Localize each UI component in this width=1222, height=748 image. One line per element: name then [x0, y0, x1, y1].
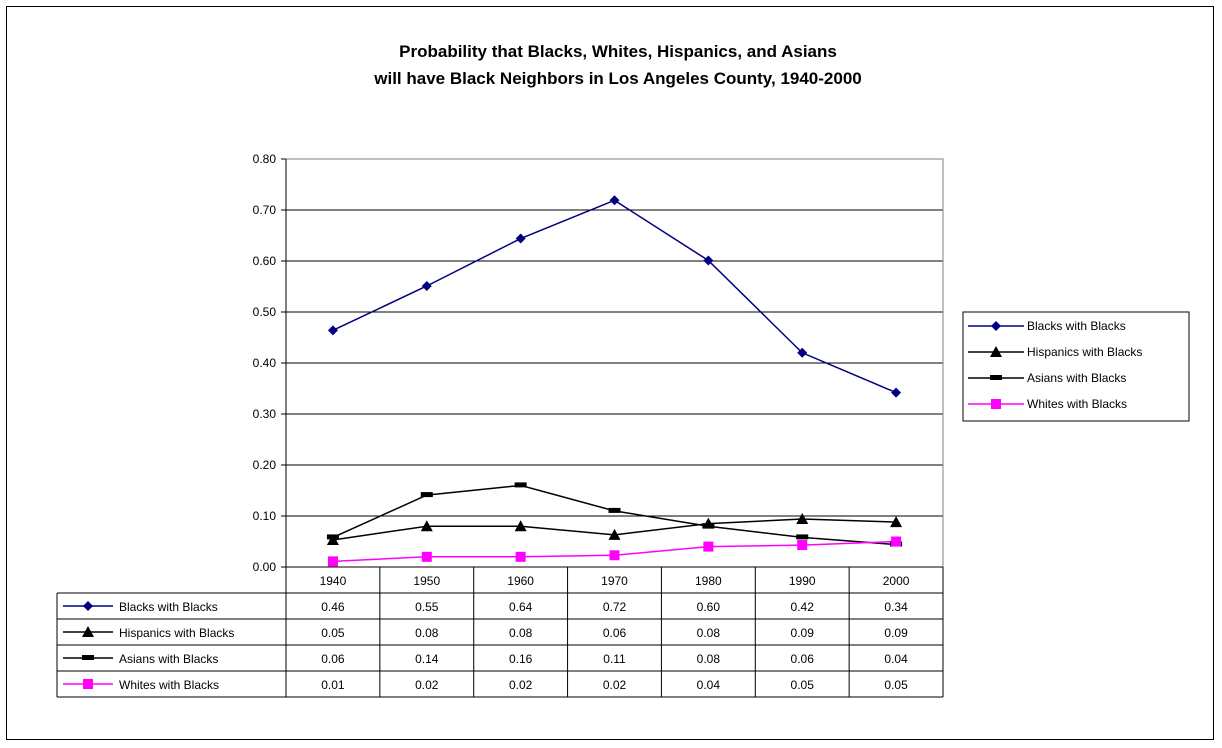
y-tick-label: 0.30 — [253, 407, 277, 421]
table-cell: 0.01 — [321, 678, 345, 692]
table-cell: 0.08 — [415, 626, 439, 640]
table-key-marker — [83, 601, 93, 611]
table-cell: 0.05 — [321, 626, 345, 640]
table-cell: 0.05 — [791, 678, 815, 692]
chart-title-line: Probability that Blacks, Whites, Hispani… — [399, 42, 837, 61]
x-tick-label: 1940 — [320, 574, 347, 588]
table-cell: 0.06 — [603, 626, 627, 640]
x-tick-label: 1970 — [601, 574, 628, 588]
legend-key-marker — [991, 321, 1001, 331]
legend-key-marker — [990, 346, 1002, 357]
table-key-marker — [82, 655, 94, 660]
table-cell: 0.16 — [509, 652, 533, 666]
data-point — [796, 534, 809, 540]
x-tick-label: 1990 — [789, 574, 816, 588]
data-point — [702, 523, 715, 529]
table-cell: 0.46 — [321, 600, 345, 614]
data-point — [327, 325, 338, 336]
table-cell: 0.64 — [509, 600, 533, 614]
x-tick-label: 1980 — [695, 574, 722, 588]
legend-label: Blacks with Blacks — [1027, 319, 1126, 333]
data-point — [608, 528, 621, 540]
legend-label: Hispanics with Blacks — [1027, 345, 1142, 359]
y-tick-label: 0.70 — [253, 203, 277, 217]
table-key-marker — [82, 626, 94, 637]
table-cell: 0.02 — [509, 678, 533, 692]
table-cell: 0.09 — [791, 626, 815, 640]
legend-key-marker — [990, 375, 1002, 380]
data-point — [703, 541, 714, 552]
data-point — [420, 520, 433, 532]
data-point — [514, 482, 527, 488]
table-cell: 0.05 — [884, 678, 908, 692]
table-cell: 0.04 — [697, 678, 721, 692]
table-series-label: Asians with Blacks — [119, 652, 218, 666]
table-cell: 0.55 — [415, 600, 439, 614]
data-point — [796, 513, 809, 525]
data-point — [326, 533, 339, 545]
table-cell: 0.09 — [884, 626, 908, 640]
y-tick-label: 0.10 — [253, 509, 277, 523]
table-series-label: Whites with Blacks — [119, 678, 219, 692]
table-cell: 0.42 — [791, 600, 815, 614]
x-tick-label: 2000 — [883, 574, 910, 588]
data-point — [421, 551, 432, 562]
data-point — [890, 516, 903, 528]
chart-svg: Probability that Blacks, Whites, Hispani… — [56, 42, 1190, 698]
legend-label: Whites with Blacks — [1027, 397, 1127, 411]
chart-frame: Probability that Blacks, Whites, Hispani… — [6, 6, 1214, 740]
table-cell: 0.60 — [697, 600, 721, 614]
y-tick-label: 0.80 — [253, 152, 277, 166]
legend-label: Asians with Blacks — [1027, 371, 1126, 385]
table-series-label: Blacks with Blacks — [119, 600, 218, 614]
table-cell: 0.34 — [884, 600, 908, 614]
table-cell: 0.02 — [415, 678, 439, 692]
data-point — [421, 280, 432, 291]
series-line — [332, 199, 897, 394]
y-tick-label: 0.60 — [253, 254, 277, 268]
table-cell: 0.11 — [603, 652, 626, 666]
data-point — [797, 347, 808, 358]
y-tick-label: 0.00 — [253, 560, 277, 574]
table-cell: 0.08 — [509, 626, 533, 640]
table-cell: 0.04 — [884, 652, 908, 666]
data-point — [515, 551, 526, 562]
table-cell: 0.06 — [321, 652, 345, 666]
table-cell: 0.02 — [603, 678, 627, 692]
data-point — [609, 550, 620, 561]
legend-key-marker — [991, 399, 1001, 409]
table-cell: 0.06 — [791, 652, 815, 666]
data-point — [420, 492, 433, 498]
data-point — [514, 520, 527, 532]
table-cell: 0.72 — [603, 600, 627, 614]
data-point — [703, 255, 714, 266]
table-series-label: Hispanics with Blacks — [119, 626, 234, 640]
data-point — [326, 534, 339, 540]
table-cell: 0.14 — [415, 652, 439, 666]
x-tick-label: 1960 — [507, 574, 534, 588]
data-point — [797, 540, 808, 551]
data-point — [891, 536, 902, 547]
y-tick-label: 0.50 — [253, 305, 277, 319]
chart-title-line: will have Black Neighbors in Los Angeles… — [373, 69, 862, 88]
table-cell: 0.08 — [697, 626, 721, 640]
data-point — [515, 233, 526, 244]
data-point — [608, 507, 621, 513]
table-key-marker — [83, 679, 93, 689]
data-point — [327, 556, 338, 567]
y-tick-label: 0.20 — [253, 458, 277, 472]
y-tick-label: 0.40 — [253, 356, 277, 370]
data-point — [891, 387, 902, 398]
x-tick-label: 1950 — [413, 574, 440, 588]
data-point — [609, 195, 620, 206]
table-cell: 0.08 — [697, 652, 721, 666]
